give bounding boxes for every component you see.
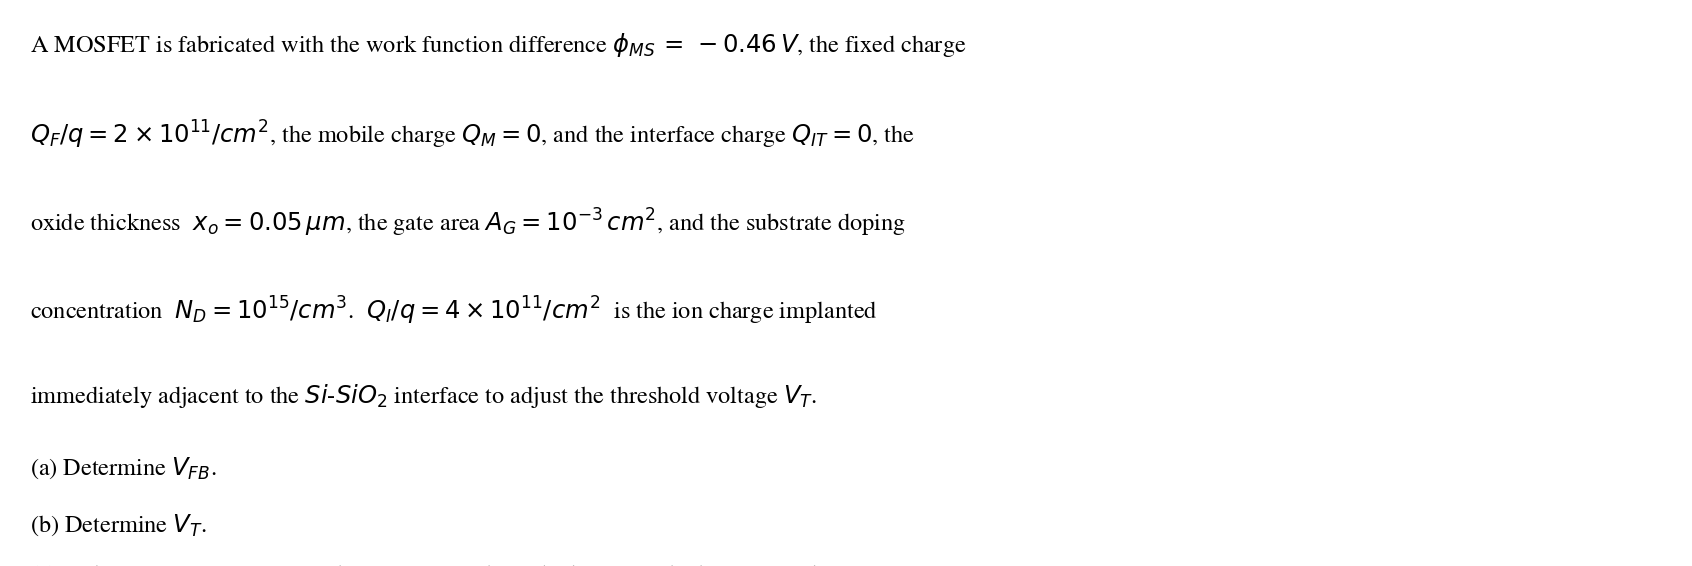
Text: oxide thickness $\; x_o = 0.05\,\mu m$, the gate area $A_G = 10^{-3}\,cm^2$, and: oxide thickness $\; x_o = 0.05\,\mu m$, … bbox=[30, 207, 907, 239]
Text: $Q_F/q = 2 \times 10^{11}/cm^2$, the mobile charge $Q_M = 0$, and the interface : $Q_F/q = 2 \times 10^{11}/cm^2$, the mob… bbox=[30, 119, 915, 151]
Text: (a) Determine $V_{FB}$.: (a) Determine $V_{FB}$. bbox=[30, 456, 217, 481]
Text: concentration $\; N_D = 10^{15}/cm^3$. $\; Q_I/q = 4 \times 10^{11}/cm^2\;$ is t: concentration $\; N_D = 10^{15}/cm^3$. $… bbox=[30, 294, 878, 327]
Text: immediately adjacent to the $Si$-$SiO_2$ interface to adjust the threshold volta: immediately adjacent to the $Si$-$SiO_2$… bbox=[30, 382, 817, 410]
Text: A MOSFET is fabricated with the work function difference $\phi_{MS}\, =\, -0.46\: A MOSFET is fabricated with the work fun… bbox=[30, 31, 966, 59]
Text: (b) Determine $V_T$.: (b) Determine $V_T$. bbox=[30, 512, 208, 538]
